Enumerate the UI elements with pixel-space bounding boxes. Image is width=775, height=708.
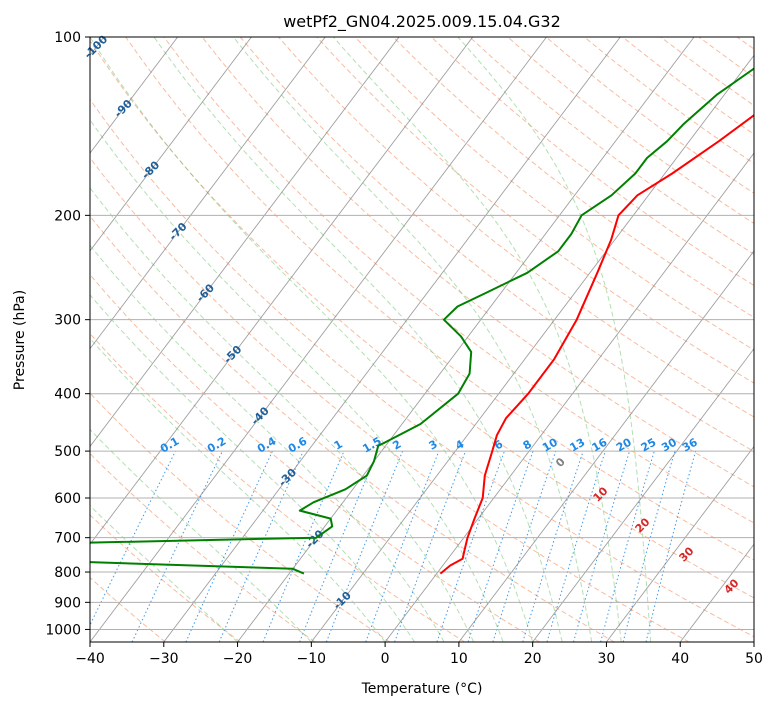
moist-adiabat-line <box>233 37 593 642</box>
dry-adiabat-line <box>90 39 754 599</box>
y-tick-label: 400 <box>54 387 81 403</box>
x-tick-label: 20 <box>524 651 542 667</box>
dry-adiabat-line <box>201 37 754 488</box>
isotherm-line <box>458 250 754 642</box>
moist-adiabat-line <box>333 37 622 642</box>
isotherm-line <box>310 54 754 642</box>
y-axis-label: Pressure (hPa) <box>12 290 28 390</box>
isotherm-line <box>90 37 252 252</box>
dry-adiabat-line <box>239 37 754 453</box>
x-tick-label: −40 <box>75 651 105 667</box>
x-axis-label: Temperature (°C) <box>361 681 483 697</box>
dewpoint-profile <box>90 67 754 575</box>
isotherm-line <box>753 641 754 642</box>
mixing-ratio-line <box>299 450 379 642</box>
moist-adiabats <box>90 37 652 642</box>
y-tick-label: 100 <box>54 30 81 46</box>
isotherms <box>90 37 754 642</box>
moist-adiabat-line <box>90 244 445 642</box>
x-tick-label: 40 <box>671 651 689 667</box>
y-tick-label: 500 <box>54 444 81 460</box>
mixing-ratio-line <box>600 450 655 642</box>
x-tick-label: −30 <box>149 651 179 667</box>
moist-adiabat-line <box>457 37 652 642</box>
y-tick-label: 300 <box>54 313 81 329</box>
isotherm-line <box>90 37 326 350</box>
y-tick-label: 900 <box>54 595 81 611</box>
mixing-ratio-line <box>492 450 557 642</box>
moist-adiabat-line <box>90 187 475 642</box>
isotherm-line <box>237 37 695 642</box>
mixing-ratio-line <box>622 450 676 642</box>
x-tick-label: 0 <box>381 651 390 667</box>
x-axis-ticks: −40 −30 −20 −10 0 10 20 30 40 50 <box>75 642 763 667</box>
mixing-ratio-line <box>436 450 505 642</box>
moist-adiabat-line <box>90 118 504 642</box>
y-tick-label: 1000 <box>45 622 81 638</box>
isotherm-line <box>90 37 179 154</box>
x-tick-label: 30 <box>598 651 616 667</box>
x-tick-label: 10 <box>450 651 468 667</box>
x-tick-label: 50 <box>745 651 763 667</box>
y-axis-ticks: 1000 900 800 700 600 500 400 300 200 100 <box>45 30 90 638</box>
isotherm-line <box>532 347 754 642</box>
isotherm-line <box>90 37 474 545</box>
sounding-series <box>90 67 754 575</box>
dry-adiabat-line <box>392 37 754 319</box>
isotherm-line <box>163 37 621 642</box>
dry-adiabat-line <box>90 576 166 642</box>
mixing-ratio-line <box>546 450 606 642</box>
isotherm-line <box>90 37 400 448</box>
moist-adiabat-line <box>153 37 563 642</box>
dry-adiabat-line <box>90 273 540 642</box>
mixing-ratio-line <box>365 450 440 642</box>
mixing-ratio-line <box>522 450 584 642</box>
moist-adiabat-line <box>90 37 534 642</box>
y-tick-label: 600 <box>54 491 81 507</box>
mixing-ratio-lines <box>90 450 697 642</box>
dry-adiabat-line <box>90 332 465 642</box>
y-tick-label: 700 <box>54 531 81 547</box>
mixing-ratio-line <box>573 450 631 642</box>
temperature-profile <box>439 114 754 575</box>
mixing-ratio-line <box>262 450 345 642</box>
pressure-gridlines <box>90 37 754 630</box>
dry-adiabats <box>90 37 754 642</box>
dry-adiabat-line <box>90 215 615 642</box>
dry-adiabat-line <box>354 37 754 351</box>
x-tick-label: −20 <box>223 651 253 667</box>
mixing-ratio-line <box>467 450 534 642</box>
isotherm-line <box>384 152 754 642</box>
y-tick-label: 200 <box>54 208 81 224</box>
moist-adiabat-line <box>90 294 416 642</box>
dry-adiabat-line <box>90 514 241 642</box>
y-tick-label: 800 <box>54 565 81 581</box>
mixing-ratio-line <box>218 450 304 642</box>
isotherm-line <box>606 445 754 642</box>
x-tick-label: −10 <box>297 651 327 667</box>
mixing-ratio-line <box>90 450 176 627</box>
chart-title: wetPf2_GN04.2025.009.15.04.G32 <box>283 12 561 32</box>
dry-adiabat-line <box>90 392 391 642</box>
plot-frame <box>89 36 755 643</box>
mixing-ratio-line <box>325 450 404 642</box>
dry-adiabat-line <box>125 37 754 561</box>
